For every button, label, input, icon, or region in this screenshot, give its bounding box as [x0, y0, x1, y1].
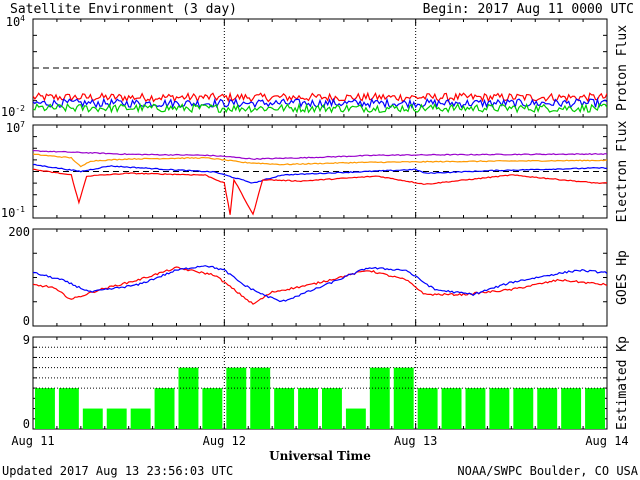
x-tick-label: Aug 14 — [585, 434, 628, 448]
x-axis: Aug 11 Aug 12 Aug 13 Aug 14 — [11, 434, 628, 448]
chart-title: Satellite Environment (3 day) — [10, 2, 237, 17]
y-axis-label-proton: Proton Flux — [615, 25, 630, 111]
kp-bar — [585, 388, 605, 429]
kp-bar — [513, 388, 534, 429]
kp-bar — [465, 388, 486, 429]
kp-bar — [178, 367, 199, 429]
kp-bar — [250, 367, 271, 429]
series-line-electron-3 — [33, 168, 607, 216]
panel-frame — [32, 124, 608, 219]
kp-bar — [298, 388, 318, 429]
x-tick-label: Aug 12 — [203, 434, 246, 448]
y-axis-label-electron: Electron Flux — [615, 120, 630, 222]
x-axis-label: Universal Time — [269, 449, 371, 463]
series-line-proton-0 — [33, 91, 607, 104]
kp-bar — [274, 388, 295, 429]
y-axis-label-hp: GOES Hp — [615, 250, 630, 305]
x-tick-label: Aug 11 — [11, 434, 54, 448]
panels: 104 10-2 Proton Flux 107 10-1 Electron Flux 20… — [1, 14, 630, 431]
y-tick-label: 107 — [6, 120, 25, 135]
kp-bar — [489, 388, 510, 429]
kp-bar — [441, 388, 462, 429]
y-tick-label: 0 — [23, 417, 30, 431]
panel-electron: 107 10-1 Electron Flux — [1, 120, 630, 222]
begin-date: Begin: 2017 Aug 11 0000 UTC — [423, 2, 634, 17]
kp-bar — [322, 388, 342, 429]
series-line-hp-0 — [33, 266, 607, 305]
kp-bar — [106, 408, 127, 429]
series-line-electron-0 — [33, 149, 607, 161]
panel-proton: 104 10-2 Proton Flux — [1, 14, 630, 119]
kp-bar — [345, 408, 366, 429]
y-tick-label: 9 — [23, 333, 30, 347]
credit-text: NOAA/SWPC Boulder, CO USA — [457, 464, 638, 478]
series-line-proton-2 — [33, 102, 607, 114]
panel-frame — [32, 228, 608, 327]
kp-bar — [35, 388, 55, 429]
kp-bar — [369, 367, 390, 429]
kp-bar — [202, 388, 223, 429]
kp-bar — [130, 408, 151, 429]
kp-bar — [393, 367, 414, 429]
kp-bar — [417, 388, 438, 429]
y-tick-label: 10-2 — [1, 104, 25, 119]
series-line-electron-1 — [33, 153, 607, 168]
kp-bar — [226, 367, 247, 429]
kp-bar — [58, 388, 79, 429]
kp-bar — [561, 388, 582, 429]
kp-bar — [537, 388, 558, 429]
series-line-hp-1 — [33, 265, 607, 303]
kp-bar — [82, 408, 103, 429]
updated-timestamp: Updated 2017 Aug 13 23:56:03 UTC — [2, 464, 233, 478]
series-line-electron-2 — [33, 163, 607, 184]
y-tick-label: 0 — [23, 314, 30, 328]
panel-hp: 200 0 GOES Hp — [8, 225, 630, 328]
kp-bar — [154, 388, 175, 429]
panel-kp: 9 0 Estimated Kp — [23, 333, 630, 431]
y-tick-label: 200 — [8, 225, 30, 239]
y-tick-label: 10-1 — [1, 205, 25, 220]
y-tick-label: 104 — [6, 14, 25, 29]
x-tick-label: Aug 13 — [394, 434, 437, 448]
series-line-proton-1 — [33, 97, 607, 110]
y-axis-label-kp: Estimated Kp — [615, 336, 630, 430]
